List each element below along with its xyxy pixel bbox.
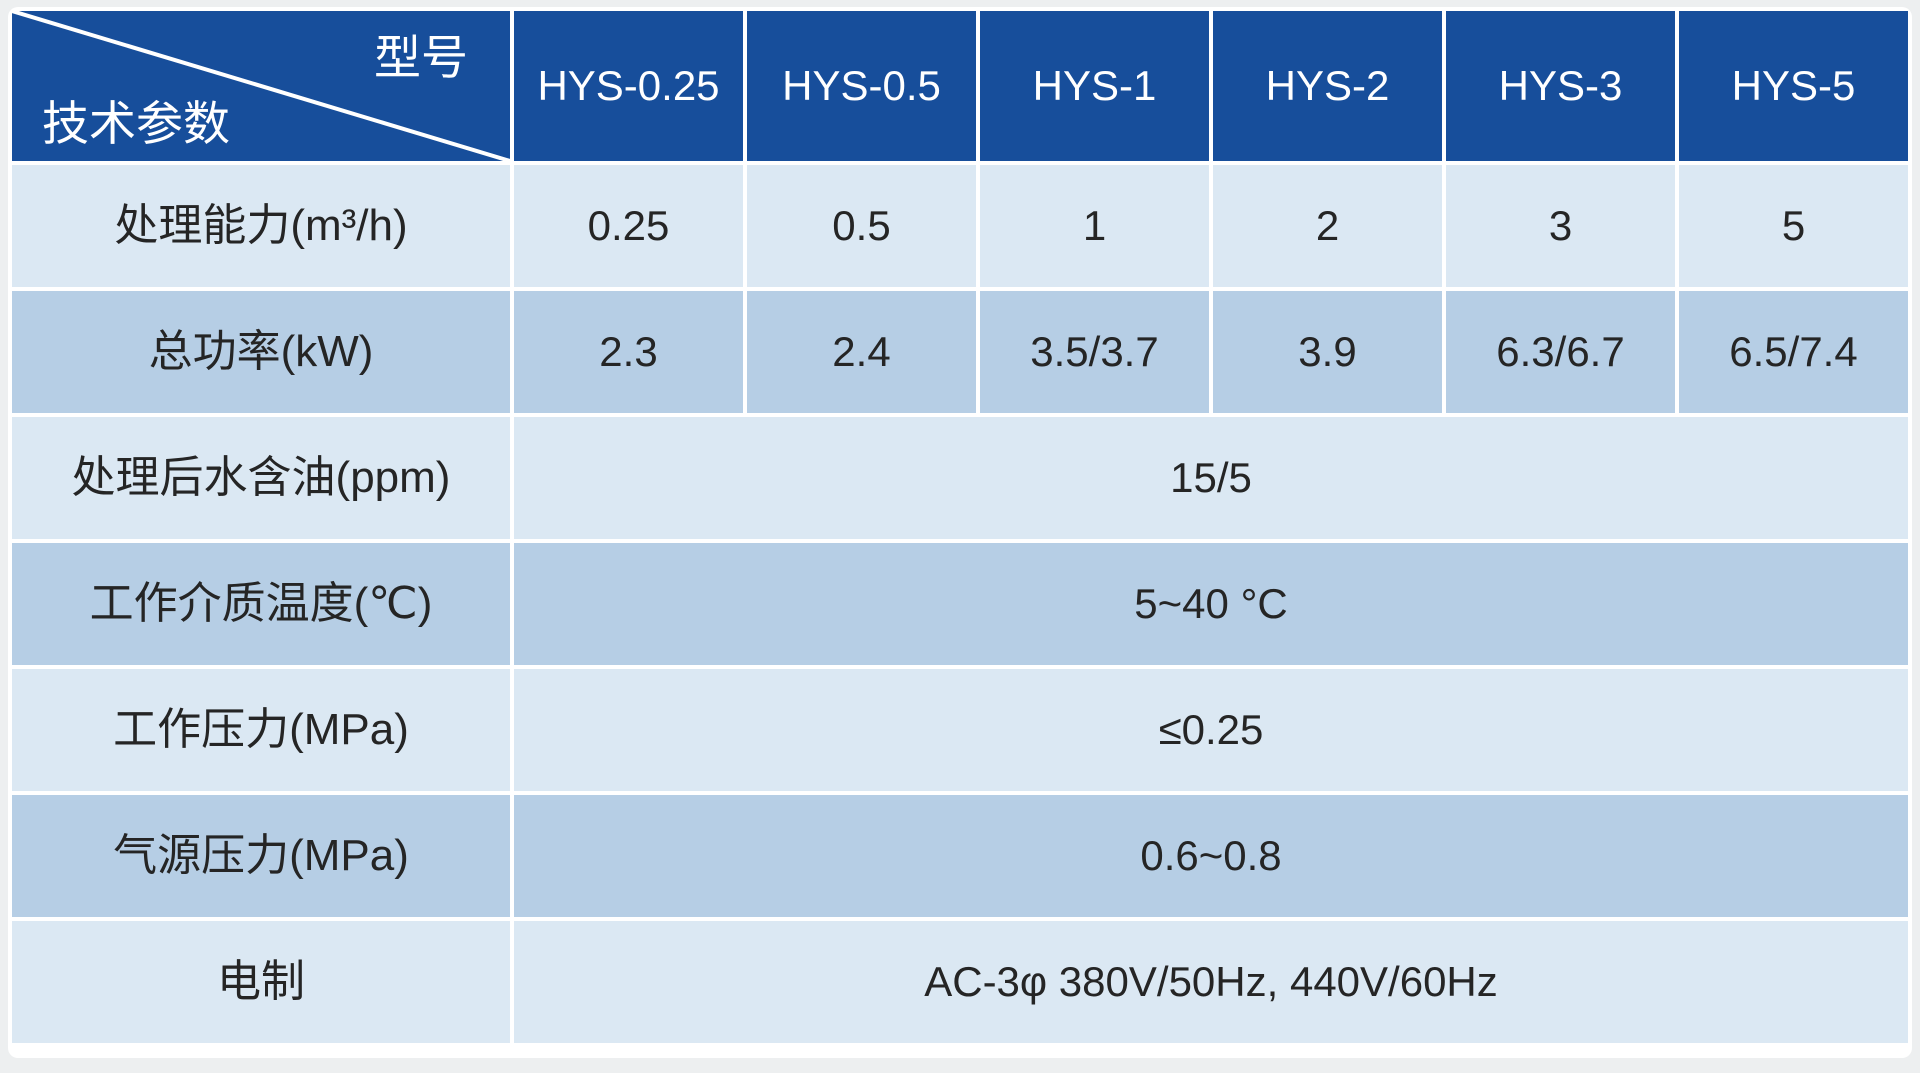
row-label-treated-water-oil-content: 处理后水含油(ppm) [12, 417, 510, 539]
column-header-hys-5: HYS-5 [1679, 11, 1908, 161]
row-label-working-pressure: 工作压力(MPa) [12, 669, 510, 791]
table-cell: 6.5/7.4 [1679, 291, 1908, 413]
row-label-working-medium-temperature: 工作介质温度(℃) [12, 543, 510, 665]
column-header-hys-0-25: HYS-0.25 [514, 11, 743, 161]
table-cell: 3.9 [1213, 291, 1442, 413]
table-cell: 0.5 [747, 165, 976, 287]
row-label-air-supply-pressure: 气源压力(MPa) [12, 795, 510, 917]
merged-value-cell: 15/5 [514, 417, 1908, 539]
spec-table: 型号 技术参数 HYS-0.25 HYS-0.5 HYS-1 HYS-2 HYS… [8, 7, 1912, 1058]
table-cell: 0.25 [514, 165, 743, 287]
table-cell: 5 [1679, 165, 1908, 287]
table-cell: 2.3 [514, 291, 743, 413]
column-header-hys-3: HYS-3 [1446, 11, 1675, 161]
column-header-hys-0-5: HYS-0.5 [747, 11, 976, 161]
diagonal-divider-line [12, 11, 510, 161]
merged-value-cell: ≤0.25 [514, 669, 1908, 791]
table-cell: 1 [980, 165, 1209, 287]
table-cell: 2 [1213, 165, 1442, 287]
table-cell: 2.4 [747, 291, 976, 413]
corner-parameter-label: 技术参数 [42, 96, 230, 150]
column-header-hys-1: HYS-1 [980, 11, 1209, 161]
row-label-total-power: 总功率(kW) [12, 291, 510, 413]
table-cell: 3 [1446, 165, 1675, 287]
corner-model-label: 型号 [374, 31, 468, 84]
table-cell: 6.3/6.7 [1446, 291, 1675, 413]
merged-value-cell: 5~40 °C [514, 543, 1908, 665]
row-label-capacity: 处理能力(m³/h) [12, 165, 510, 287]
merged-value-cell: AC-3φ 380V/50Hz, 440V/60Hz [514, 921, 1908, 1043]
merged-value-cell: 0.6~0.8 [514, 795, 1908, 917]
column-header-hys-2: HYS-2 [1213, 11, 1442, 161]
corner-header-cell: 型号 技术参数 [12, 11, 510, 161]
table-cell: 3.5/3.7 [980, 291, 1209, 413]
row-label-electric-system: 电制 [12, 921, 510, 1043]
